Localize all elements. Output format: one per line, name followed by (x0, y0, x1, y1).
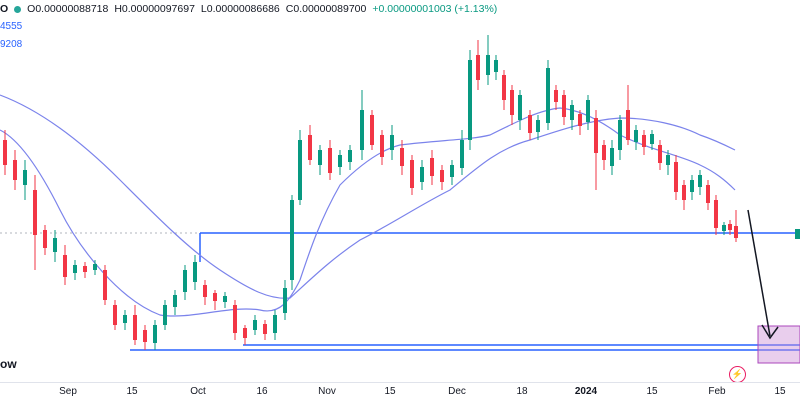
price-axis-marker (795, 229, 800, 239)
x-tick: Feb (708, 386, 726, 397)
x-tick: 15 (126, 386, 138, 397)
price-chart[interactable] (0, 0, 800, 382)
x-tick: Nov (318, 386, 336, 397)
live-status-icon (14, 5, 22, 13)
x-tick: 15 (774, 386, 786, 397)
legend-open: O0.00000088718 (27, 3, 109, 15)
x-tick: 16 (256, 386, 268, 397)
watermark-text: ow (0, 357, 17, 371)
tradingview-logo-icon[interactable]: ⚡ (729, 366, 746, 383)
legend-change: +0.00000001003 (+1.13%) (372, 3, 498, 15)
ma-label-1[interactable]: 4555 (0, 21, 23, 32)
x-tick: 18 (516, 386, 528, 397)
moving-average-slow (0, 94, 736, 299)
candles (3, 35, 738, 350)
time-axis[interactable]: Sep 15 Oct 16 Nov 15 Dec 18 2024 15 Feb … (0, 382, 800, 401)
ohlc-legend: O O0.00000088718 H0.00000097697 L0.00000… (0, 3, 497, 15)
x-tick: 2024 (574, 386, 598, 397)
x-tick: 15 (646, 386, 658, 397)
projection-arrow-head (761, 324, 779, 340)
x-tick: 15 (384, 386, 396, 397)
legend-high: H0.00000097697 (114, 3, 195, 15)
legend-low: L0.00000086686 (200, 3, 280, 15)
target-zone (757, 325, 800, 364)
legend-symbol: O (0, 3, 9, 15)
x-tick: Sep (59, 386, 77, 397)
x-tick: Oct (190, 386, 206, 397)
moving-average-fast (0, 107, 736, 317)
projection-arrow (747, 209, 771, 337)
legend-close: C0.00000089700 (285, 3, 367, 15)
x-tick: Dec (448, 386, 466, 397)
ma-label-2[interactable]: 9208 (0, 39, 23, 50)
